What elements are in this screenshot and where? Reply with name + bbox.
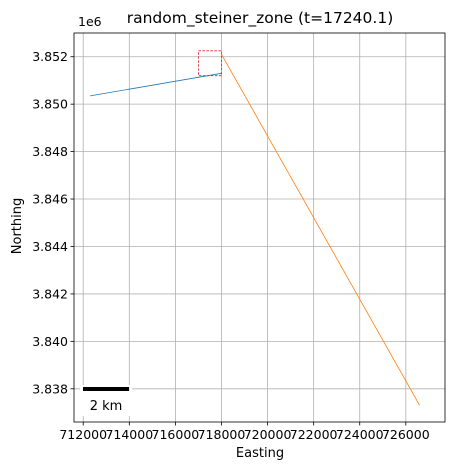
scale-bar: 2 km	[80, 385, 132, 416]
x-tick-label: 720000	[244, 427, 292, 442]
y-axis-label: Northing	[10, 198, 25, 254]
y-tick-label: 3.842	[32, 286, 68, 301]
chart-title: random_steiner_zone (t=17240.1)	[127, 9, 394, 28]
y-tick-label: 3.852	[32, 49, 68, 64]
x-tick-label: 712000	[59, 427, 107, 442]
y-offset-label: 1e6	[78, 14, 102, 29]
x-tick-label: 722000	[290, 427, 338, 442]
y-tick-label: 3.846	[32, 192, 68, 207]
x-tick-label: 718000	[198, 427, 246, 442]
y-tick-label: 3.848	[32, 144, 68, 159]
y-tick-label: 3.838	[32, 381, 68, 396]
x-tick-label: 726000	[382, 427, 430, 442]
x-axis-label: Easting	[236, 446, 284, 461]
scale-bar-label: 2 km	[90, 399, 123, 414]
y-tick-label: 3.850	[32, 97, 68, 112]
y-tick-label: 3.844	[32, 239, 68, 254]
y-tick-label: 3.840	[32, 334, 68, 349]
x-tick-label: 724000	[336, 427, 384, 442]
x-tick-label: 714000	[105, 427, 153, 442]
x-tick-label: 716000	[152, 427, 200, 442]
